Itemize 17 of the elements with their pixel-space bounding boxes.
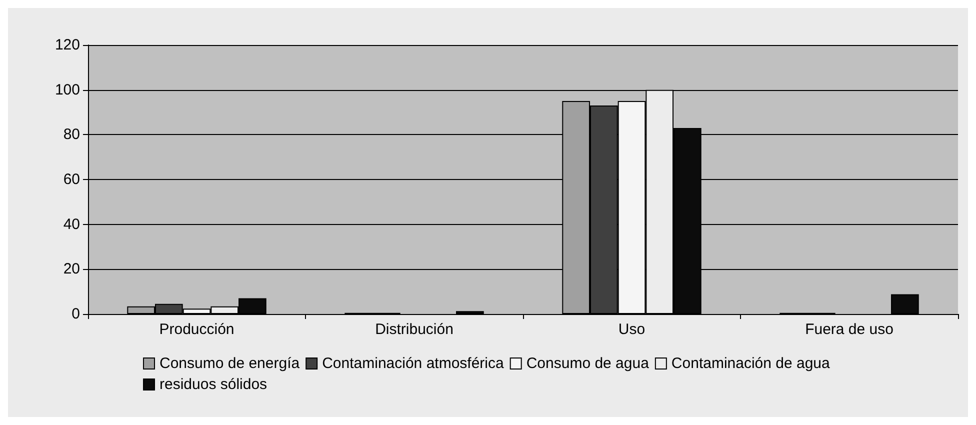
bar: [891, 294, 919, 314]
legend-label: Consumo de agua: [526, 355, 650, 372]
y-tick-label: 100: [54, 81, 80, 98]
y-tick-label: 40: [63, 216, 80, 233]
x-tick-label: Uso: [618, 321, 646, 338]
legend-label: Contaminación de agua: [671, 355, 831, 372]
y-tick-label: 120: [54, 36, 80, 54]
x-tick-label: Distribución: [375, 321, 454, 338]
y-tick-label: 60: [63, 171, 80, 188]
legend-label: Contaminación atmosférica: [322, 355, 504, 372]
legend-label: residuos sólidos: [160, 376, 268, 393]
x-tick-label: Producción: [159, 321, 234, 338]
y-tick-label: 80: [63, 126, 80, 144]
legend-label: Consumo de energía: [160, 355, 300, 372]
y-tick-label: 20: [63, 260, 80, 278]
x-tick-label: Fuera de uso: [805, 321, 894, 338]
y-tick-label: 0: [72, 306, 80, 322]
